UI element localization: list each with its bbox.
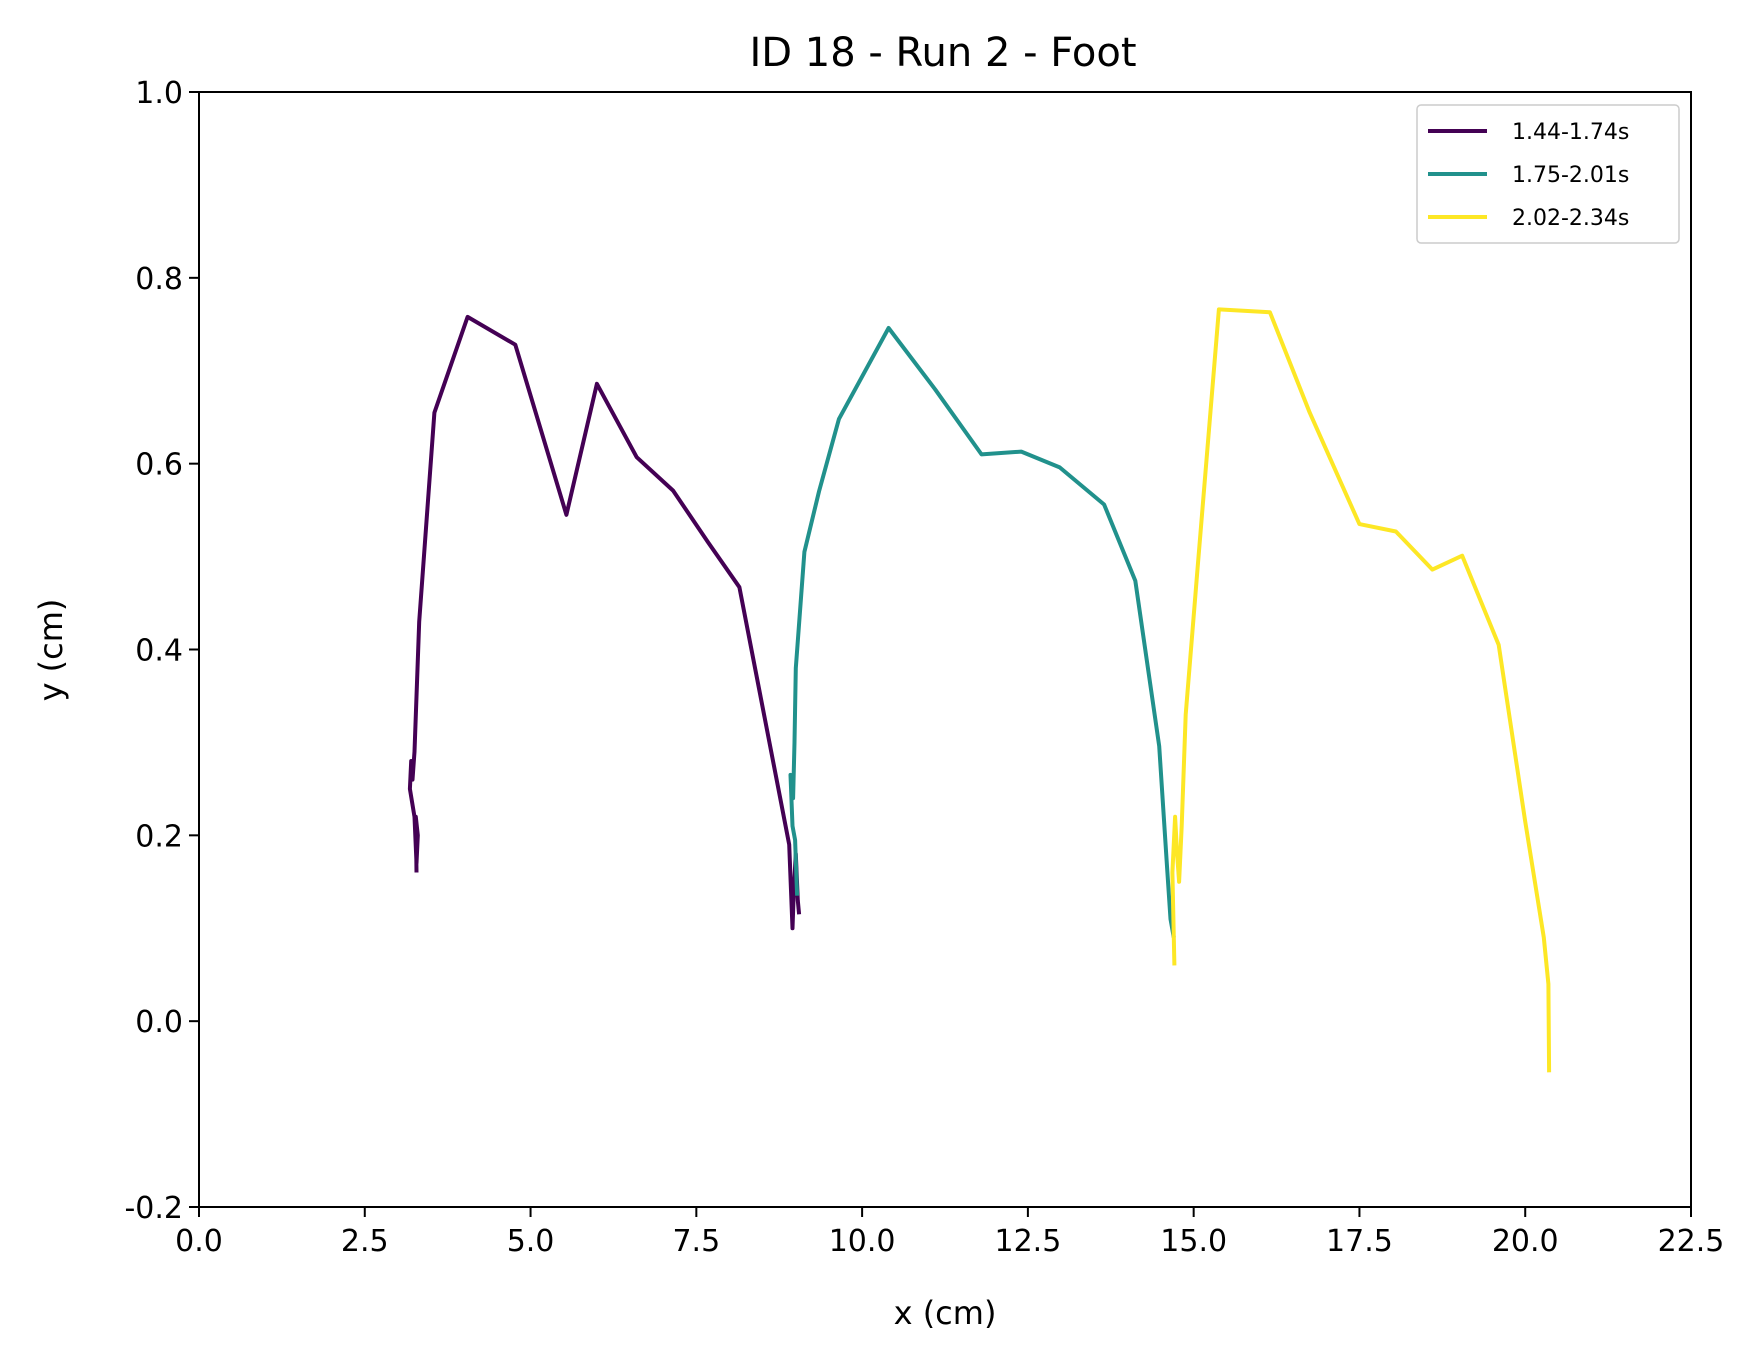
chart-title: ID 18 - Run 2 - Foot <box>749 30 1136 76</box>
series-line-1 <box>407 314 802 931</box>
legend-label-2: 1.75-2.01s <box>1512 163 1629 188</box>
x-tick-label: 5.0 <box>507 1224 555 1259</box>
y-tick-label: 0.0 <box>135 1005 183 1040</box>
x-tick-label: 0.0 <box>175 1224 223 1259</box>
x-tick-label: 17.5 <box>1326 1224 1393 1259</box>
x-tick-label: 15.0 <box>1160 1224 1227 1259</box>
x-axis-ticks: 0.0 2.5 5.0 7.5 10.0 12.5 15.0 17.5 20.0 22.5 <box>175 1207 1724 1259</box>
y-tick-label: 0.4 <box>135 634 183 669</box>
x-tick-label: 12.5 <box>994 1224 1061 1259</box>
series-line-2 <box>788 326 1176 938</box>
x-tick-label: 2.5 <box>341 1224 389 1259</box>
y-tick-label: 0.2 <box>135 819 183 854</box>
plot-lines <box>407 307 1552 1073</box>
legend-label-3: 2.02-2.34s <box>1512 206 1629 231</box>
x-axis-label: x (cm) <box>894 1294 997 1332</box>
y-axis-ticks: -0.2 0.0 0.2 0.4 0.6 0.8 1.0 <box>124 76 199 1226</box>
x-tick-label: 20.0 <box>1492 1224 1559 1259</box>
y-tick-label: -0.2 <box>124 1191 183 1226</box>
plot-frame <box>198 91 1692 1208</box>
x-tick-label: 22.5 <box>1658 1224 1725 1259</box>
legend: 1.44-1.74s 1.75-2.01s 2.02-2.34s <box>1416 104 1680 244</box>
y-tick-label: 1.0 <box>135 76 183 111</box>
series-line-3 <box>1170 307 1552 1073</box>
y-axis-label: y (cm) <box>32 599 70 702</box>
legend-label-1: 1.44-1.74s <box>1512 120 1629 145</box>
y-tick-label: 0.8 <box>135 262 183 297</box>
x-tick-label: 7.5 <box>672 1224 720 1259</box>
x-tick-label: 10.0 <box>829 1224 896 1259</box>
legend-box <box>1416 104 1680 244</box>
y-tick-label: 0.6 <box>135 448 183 483</box>
